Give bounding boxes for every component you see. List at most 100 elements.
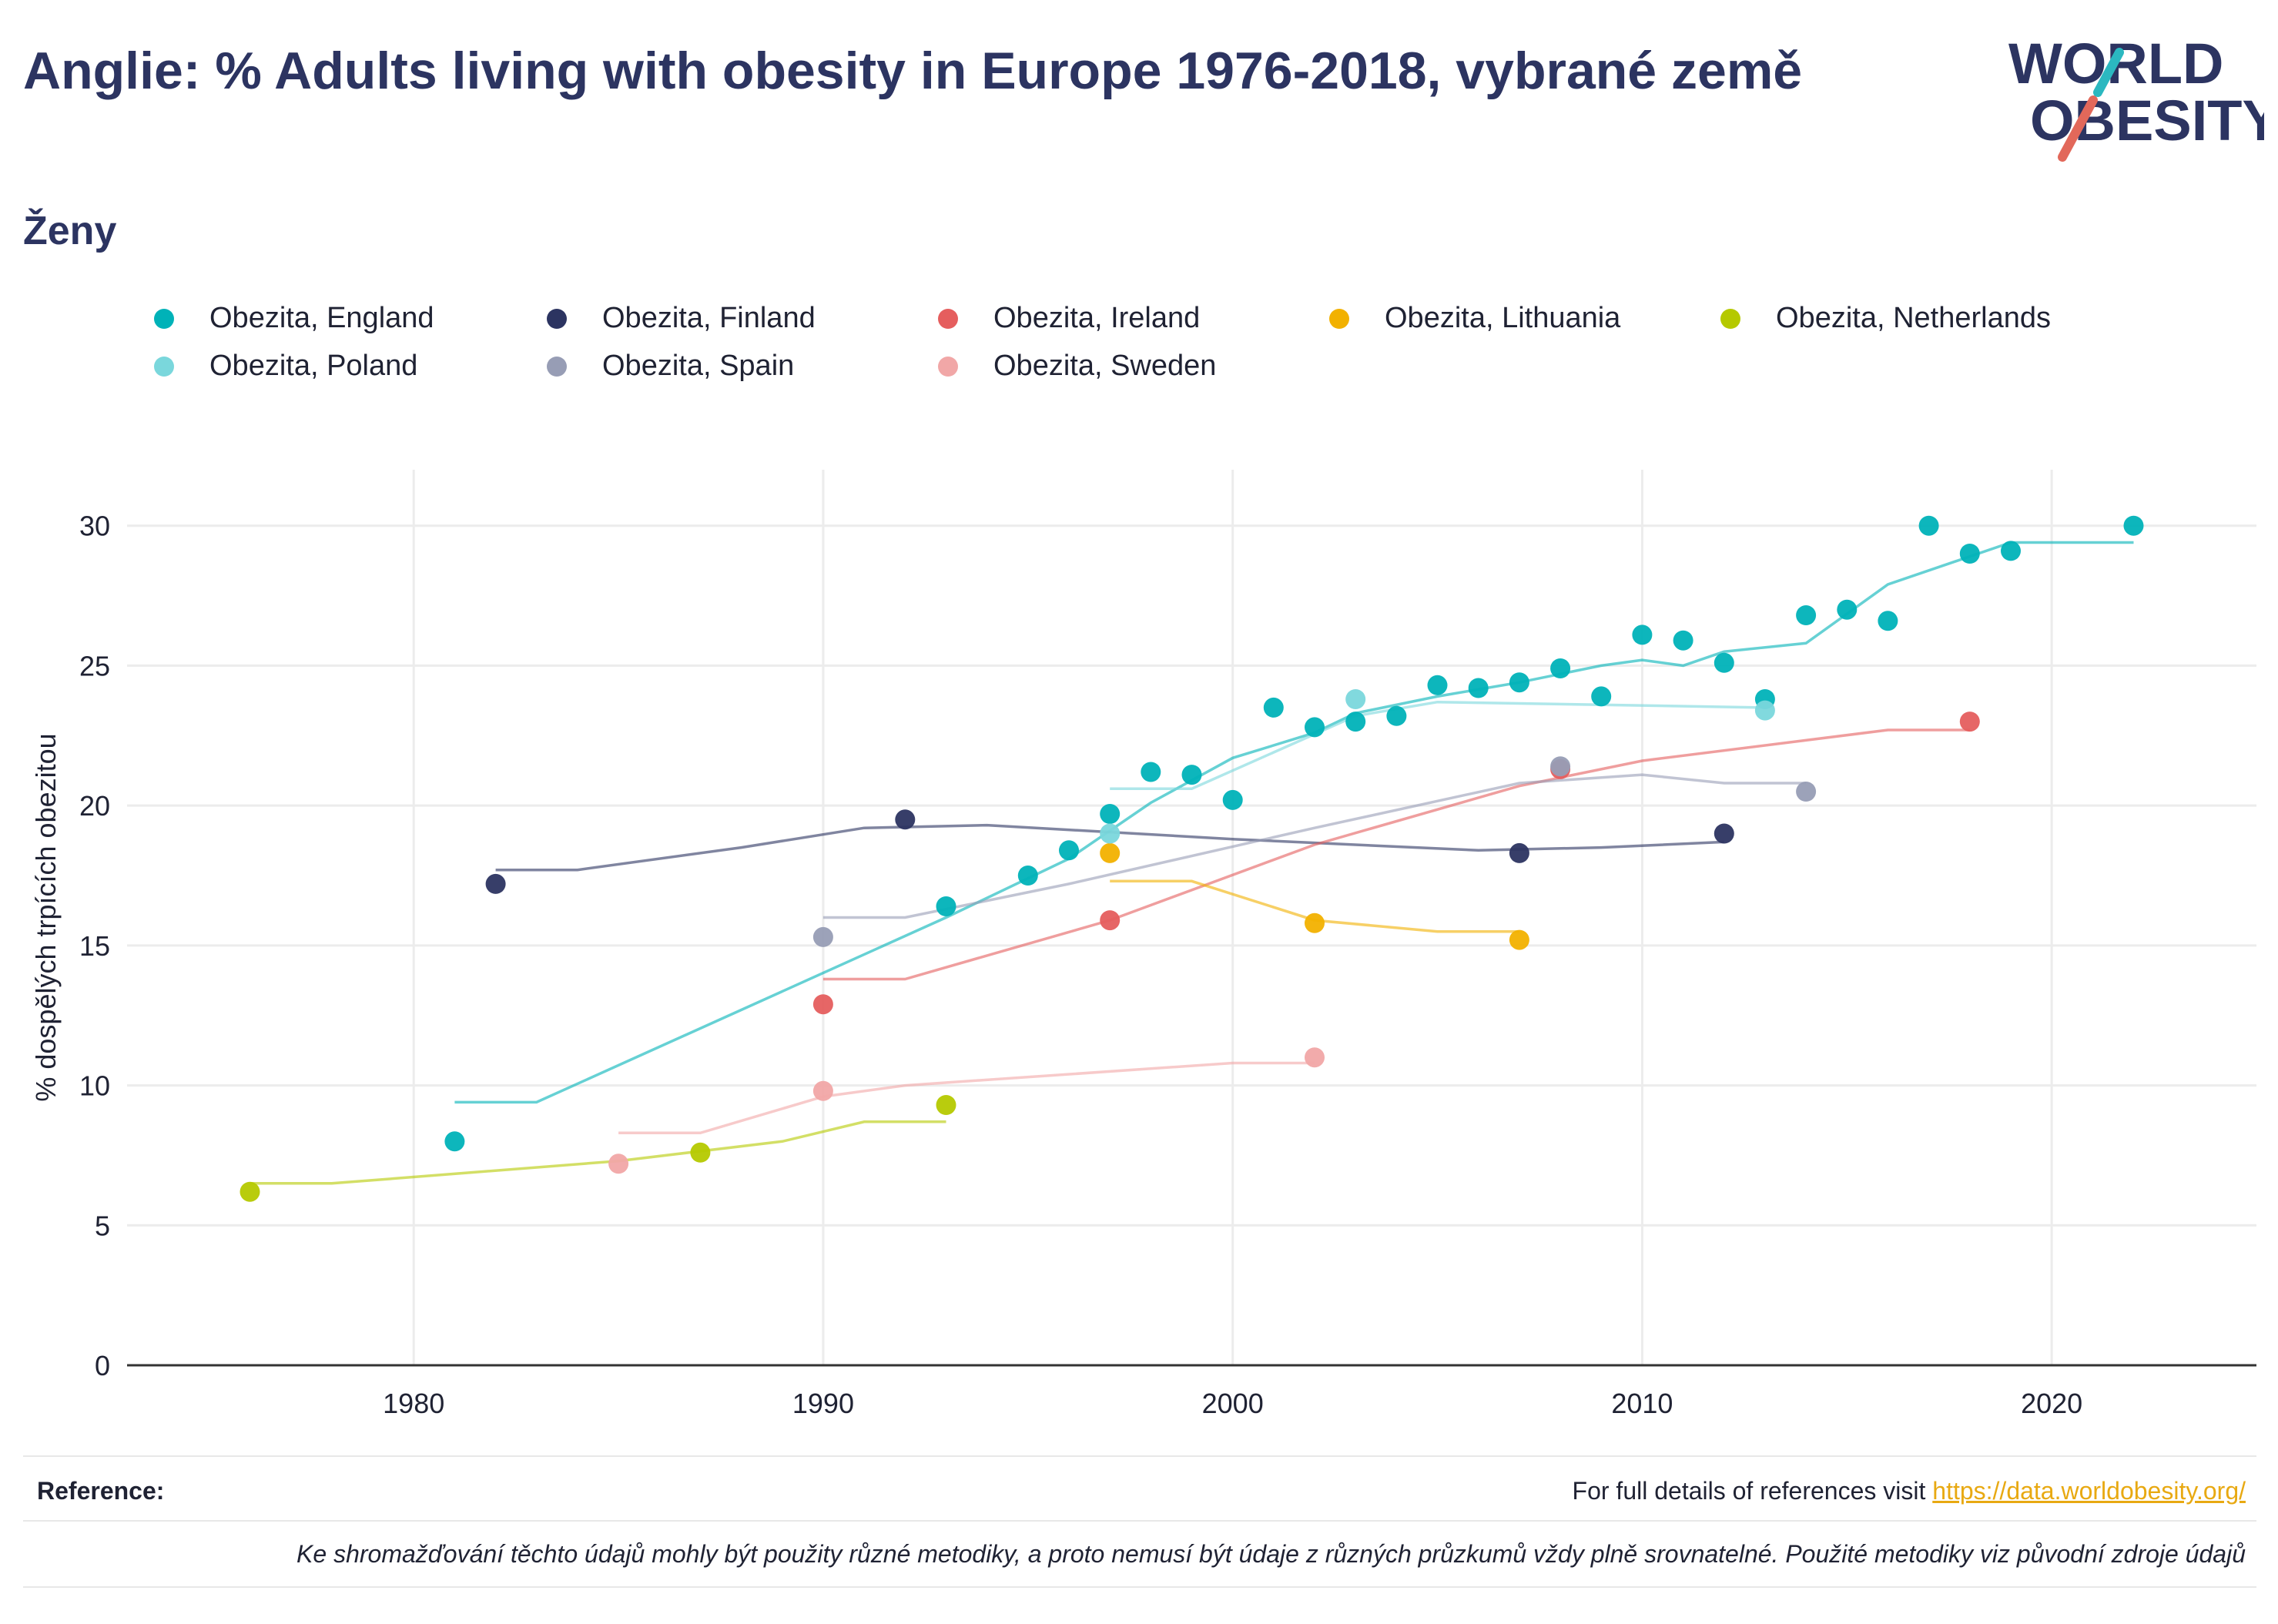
data-point (1427, 675, 1448, 695)
data-point (1100, 842, 1121, 863)
legend-item[interactable]: Obezita, Lithuania (1329, 302, 1620, 335)
data-point (1796, 605, 1817, 625)
data-point (1714, 652, 1734, 673)
data-point (1222, 789, 1243, 810)
legend-label: Obezita, Spain (602, 350, 795, 382)
chart-subtitle: Ženy (23, 209, 117, 253)
data-point (812, 994, 833, 1015)
legend-marker (154, 356, 174, 377)
data-point (812, 926, 833, 947)
data-point (1509, 672, 1529, 693)
data-point (1959, 712, 1980, 732)
data-point (1263, 697, 1284, 718)
x-tick-label: 2010 (1611, 1388, 1673, 1419)
data-point (240, 1181, 260, 1202)
data-point (2123, 515, 2144, 536)
data-point (1591, 686, 1612, 707)
data-point (1509, 842, 1529, 863)
data-point (895, 809, 916, 830)
x-tick-label: 2000 (1202, 1388, 1264, 1419)
data-point (690, 1142, 711, 1163)
legend-marker (1720, 308, 1740, 329)
reference-label: Reference: (37, 1477, 165, 1505)
legend-label: Obezita, Ireland (993, 302, 1201, 334)
legend-label: Obezita, Sweden (993, 350, 1217, 382)
data-point (1959, 544, 1980, 564)
y-tick-label: 15 (79, 930, 110, 962)
data-point (1305, 912, 1325, 933)
legend-label: Obezita, Poland (209, 350, 418, 382)
trend-line (822, 728, 1970, 981)
world-obesity-logo[interactable]: WORLD OBESITY (2002, 28, 2278, 166)
reference-text: For full details of references visit htt… (1573, 1477, 2246, 1505)
trend-line (822, 773, 1807, 919)
legend-item[interactable]: Obezita, Poland (154, 350, 417, 383)
x-tick-label: 1990 (792, 1388, 854, 1419)
data-point (1714, 823, 1734, 844)
data-point (1100, 804, 1121, 824)
legend-item[interactable]: Obezita, Finland (547, 302, 816, 335)
logo-graphic: WORLD OBESITY (2008, 32, 2278, 162)
data-point (1141, 762, 1161, 782)
data-point (1468, 678, 1489, 698)
data-point (936, 1095, 956, 1115)
legend-item[interactable]: Obezita, Netherlands (1720, 302, 2051, 335)
data-point (2001, 541, 2021, 561)
logo-slash-red (2058, 95, 2098, 162)
data-point (444, 1131, 465, 1152)
data-point (1181, 765, 1202, 785)
y-tick-label: 5 (95, 1210, 110, 1241)
legend-label: Obezita, Finland (602, 302, 816, 334)
trend-line (618, 1061, 1315, 1135)
legend-marker (547, 356, 567, 377)
data-point (1345, 712, 1366, 732)
legend-label: Obezita, England (209, 302, 434, 334)
legend-label: Obezita, Lithuania (1385, 302, 1621, 334)
data-point (1386, 705, 1407, 726)
y-axis-label: % dospělých trpících obezitou (30, 733, 62, 1101)
legend-item[interactable]: Obezita, Ireland (938, 302, 1200, 335)
trend-line (250, 1120, 946, 1185)
data-point (1796, 782, 1817, 802)
y-tick-label: 10 (79, 1070, 110, 1102)
footer-divider-top (23, 1455, 2256, 1457)
footer-divider-mid (23, 1520, 2256, 1522)
data-point (1100, 910, 1121, 931)
y-tick-label: 20 (79, 790, 110, 822)
trend-line (495, 823, 1724, 872)
legend-marker (1329, 308, 1349, 329)
legend-marker (938, 356, 958, 377)
reference-prefix: For full details of references visit (1572, 1477, 1933, 1505)
logo-slash-teal (2093, 48, 2124, 97)
chart-title: Anglie: % Adults living with obesity in … (23, 42, 1803, 100)
data-point (1550, 756, 1571, 777)
reference-link[interactable]: https://data.worldobesity.org/ (1932, 1477, 2246, 1505)
scatter-chart: 0 5 10 15 20 25 30 1980 1990 2000 2010 2020 % dospěl… (30, 470, 2256, 1419)
data-point (1345, 689, 1366, 709)
data-point (1673, 630, 1693, 651)
data-point (936, 896, 956, 916)
y-tick-label: 25 (79, 650, 110, 681)
legend-item[interactable]: Obezita, Spain (547, 350, 794, 383)
data-point (1754, 700, 1775, 721)
data-point (1305, 717, 1325, 738)
data-point (1550, 658, 1571, 678)
x-tick-label: 1980 (383, 1388, 444, 1419)
data-point (1509, 929, 1529, 950)
legend-item[interactable]: Obezita, Sweden (938, 350, 1216, 383)
chart-area: 0 5 10 15 20 25 30 1980 1990 2000 2010 2020 % dospěl… (0, 447, 2278, 1425)
data-point (1017, 866, 1038, 886)
y-tick-label: 30 (79, 511, 110, 542)
data-point (1878, 611, 1898, 631)
x-tick-label: 2020 (2021, 1388, 2082, 1419)
data-point (485, 873, 506, 894)
methodology-note: Ke shromažďování těchto údajů mohly být … (296, 1540, 2246, 1568)
data-point (1305, 1047, 1325, 1068)
y-tick-label: 0 (95, 1350, 110, 1381)
legend-label: Obezita, Netherlands (1776, 302, 2051, 334)
legend: Obezita, England Obezita, Finland Obezita,… (154, 302, 2156, 410)
legend-item[interactable]: Obezita, England (154, 302, 434, 335)
data-point (1918, 515, 1939, 536)
data-point (1632, 624, 1653, 645)
trend-line (1110, 700, 1765, 791)
